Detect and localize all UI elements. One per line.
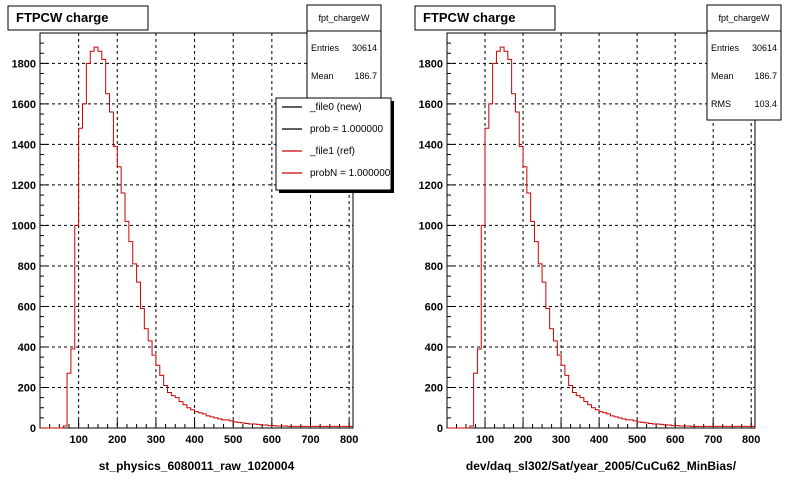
- stats-box: [706, 4, 782, 121]
- stats-label: Mean: [311, 71, 334, 81]
- x-tick-label: 500: [224, 434, 242, 446]
- x-tick-label: 700: [301, 434, 319, 446]
- x-tick-label: 200: [514, 434, 532, 446]
- y-tick-label: 600: [18, 301, 36, 313]
- stats-name: fpt_chargeW: [718, 13, 770, 23]
- y-tick-label: 800: [18, 261, 36, 273]
- x-tick-label: 800: [340, 434, 358, 446]
- legend-label: _file1 (ref): [309, 146, 355, 157]
- legend-label: prob = 1.000000: [310, 124, 384, 135]
- y-tick-label: 1200: [12, 180, 36, 192]
- legend-box: [275, 97, 392, 191]
- chart-panel-1: 100 200 300 400 500 600 700 800 0 200 400 600 800 100…: [7, 4, 394, 473]
- y-tick-label: 800: [425, 261, 443, 273]
- y-tick-label: 600: [425, 301, 443, 313]
- y-tick-label: 1600: [419, 99, 443, 111]
- stats-value: 30614: [352, 43, 377, 53]
- y-tick-label: 0: [30, 423, 36, 435]
- x-tick-label: 200: [108, 434, 126, 446]
- stats-name: fpt_chargeW: [318, 13, 370, 23]
- y-tick-label: 1400: [419, 139, 443, 151]
- y-tick-label: 200: [425, 382, 443, 394]
- title-box: [7, 5, 149, 31]
- y-tick-label: 1000: [12, 220, 36, 232]
- chart-title: FTPCW charge: [423, 10, 515, 25]
- chart-panel-2: 100 200 300 400 500 600 700 800 0 200 400 600 800 100…: [414, 4, 782, 473]
- legend-label: _file0 (new): [309, 102, 362, 113]
- stats-label: Entries: [711, 43, 740, 53]
- x-tick-label: 600: [666, 434, 684, 446]
- y-tick-label: 1200: [419, 180, 443, 192]
- y-tick-label: 400: [425, 342, 443, 354]
- stats-value: 103.4: [754, 99, 777, 109]
- stats-value: 30614: [752, 43, 777, 53]
- y-tick-label: 0: [437, 423, 443, 435]
- plot-frame: [446, 32, 756, 429]
- x-tick-label: 500: [628, 434, 646, 446]
- x-axis-label: st_physics_6080011_raw_1020004: [99, 459, 295, 473]
- x-tick-label: 100: [69, 434, 87, 446]
- x-tick-label: 100: [476, 434, 494, 446]
- stats-value: 186.7: [354, 71, 377, 81]
- chart-title: FTPCW charge: [16, 10, 108, 25]
- stats-label: Entries: [311, 43, 340, 53]
- y-tick-label: 1800: [419, 58, 443, 70]
- y-tick-label: 1600: [12, 99, 36, 111]
- y-tick-label: 1400: [12, 139, 36, 151]
- plot-frame: [39, 32, 354, 429]
- y-tick-label: 200: [18, 382, 36, 394]
- x-tick-label: 300: [552, 434, 570, 446]
- y-tick-label: 1800: [12, 58, 36, 70]
- y-tick-label: 1000: [419, 220, 443, 232]
- x-tick-label: 600: [263, 434, 281, 446]
- x-axis-label: dev/daq_sl302/Sat/year_2005/CuCu62_MinBi…: [466, 459, 737, 473]
- histogram-series: [447, 46, 755, 429]
- stats-label: Mean: [711, 71, 734, 81]
- x-tick-label: 400: [185, 434, 203, 446]
- title-box: [414, 5, 556, 31]
- x-tick-label: 300: [147, 434, 165, 446]
- legend-label: probN = 1.000000: [310, 168, 391, 179]
- histogram-series: [40, 46, 353, 429]
- stats-value: 186.7: [754, 71, 777, 81]
- y-tick-label: 400: [18, 342, 36, 354]
- x-tick-label: 700: [704, 434, 722, 446]
- x-tick-label: 400: [590, 434, 608, 446]
- x-tick-label: 800: [742, 434, 760, 446]
- stats-label: RMS: [711, 99, 731, 109]
